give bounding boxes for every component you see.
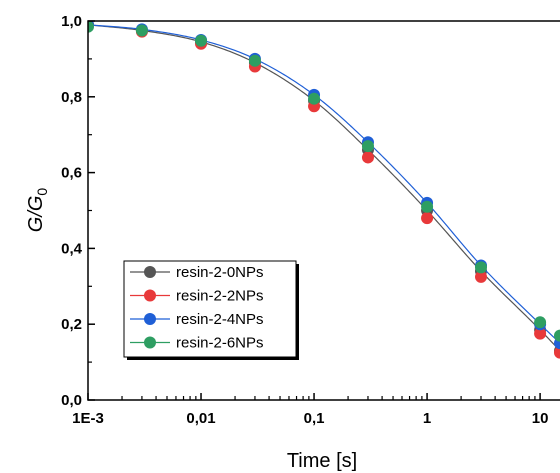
- data-point: [475, 261, 487, 274]
- x-axis-title: Time [s]: [287, 450, 357, 472]
- series-layer: [88, 21, 560, 359]
- y-axis-title-main: G/G: [25, 196, 47, 233]
- x-tick-label: 1: [423, 410, 431, 427]
- data-point: [195, 34, 208, 47]
- series-resin-2-6NPs: [88, 21, 560, 342]
- y-tick-label: 1,0: [61, 13, 82, 30]
- x-tick-label: 0,1: [304, 410, 325, 427]
- data-point: [308, 92, 321, 105]
- data-point: [248, 54, 261, 67]
- y-tick-label: 0,2: [61, 316, 82, 333]
- x-tick-label: 0,01: [186, 410, 215, 427]
- legend-item: resin-2-2NPs: [130, 288, 264, 305]
- data-point: [135, 24, 148, 37]
- legend-item: resin-2-4NPs: [130, 311, 264, 328]
- legend-marker: [144, 289, 156, 302]
- data-point: [554, 329, 560, 342]
- legend-label: resin-2-4NPs: [176, 311, 264, 328]
- axes-layer: 0,0 0,2 0,4 0,6 0,8 1,0 1E-3 0,01 0,1 1 10: [61, 13, 560, 427]
- data-point: [475, 270, 487, 283]
- y-axis-title-subscript: 0: [34, 188, 50, 196]
- legend-label: resin-2-6NPs: [176, 335, 264, 352]
- legend-marker: [144, 313, 156, 325]
- data-point: [88, 21, 94, 33]
- legend-label: resin-2-0NPs: [176, 264, 264, 281]
- data-point: [361, 140, 374, 153]
- y-tick-label: 0,0: [61, 392, 82, 409]
- legend-marker: [144, 336, 156, 349]
- data-point: [554, 346, 560, 359]
- y-tick-label: 0,6: [61, 165, 82, 182]
- data-point: [534, 316, 547, 329]
- x-tick-label: 10: [532, 410, 549, 427]
- y-tick-label: 0,8: [61, 89, 82, 106]
- data-point: [421, 200, 434, 213]
- legend-item: resin-2-6NPs: [130, 335, 264, 352]
- data-point: [534, 327, 547, 340]
- data-point: [421, 212, 434, 225]
- y-axis-title: G/G0: [25, 188, 50, 233]
- legend-marker: [144, 266, 156, 278]
- x-tick-label: 1E-3: [72, 410, 104, 427]
- y-tick-label: 0,4: [61, 240, 83, 257]
- data-point: [361, 151, 374, 164]
- legend-item: resin-2-0NPs: [130, 264, 264, 281]
- legend: resin-2-0NPs resin-2-2NPs resin-2-4NPs resi…: [123, 260, 299, 360]
- legend-label: resin-2-2NPs: [176, 288, 264, 305]
